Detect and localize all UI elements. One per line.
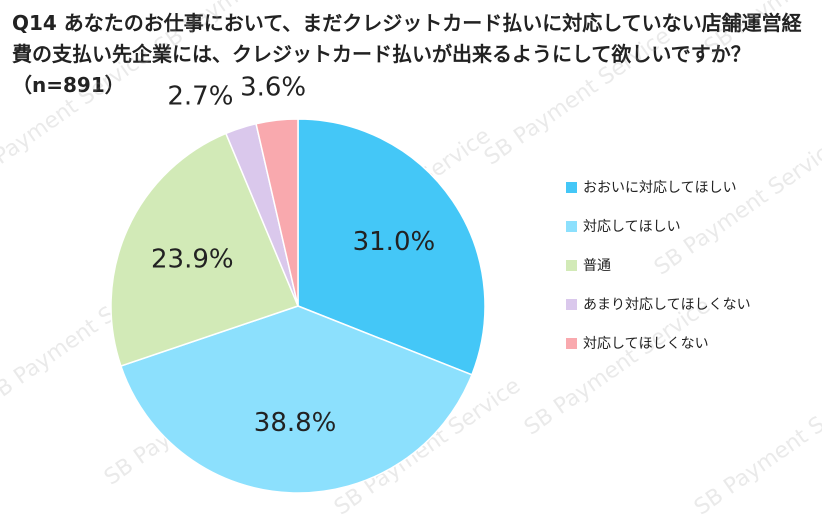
slice-value-label: 31.0%	[353, 227, 436, 257]
legend-swatch	[566, 298, 577, 310]
legend-item: 対応してほしくない	[566, 333, 751, 353]
legend-swatch	[566, 259, 577, 271]
legend-swatch	[566, 181, 577, 193]
chart-title: Q14 あなたのお仕事において、まだクレジットカード払いに対応していない店舗運営…	[12, 11, 802, 97]
legend-label: あまり対応してほしくない	[583, 297, 751, 313]
legend-item: あまり対応してほしくない	[566, 294, 751, 314]
legend-swatch	[566, 220, 577, 232]
legend-label: 対応してほしくない	[583, 336, 709, 352]
legend: おおいに対応してほしい 対応してほしい 普通あまり対応してほしくない 対応してほしくな…	[566, 177, 751, 372]
pie-slice	[297, 118, 486, 376]
legend-label: 対応してほしい	[583, 219, 681, 235]
legend-label: 普通	[583, 258, 611, 274]
pie-slice	[255, 118, 299, 307]
pie-slice	[110, 132, 300, 367]
legend-item: おおいに対応してほしい	[566, 177, 751, 197]
legend-swatch	[566, 337, 577, 349]
slice-value-label: 3.6%	[240, 72, 306, 102]
slice-value-label: 38.8%	[254, 408, 337, 438]
legend-item: 普通	[566, 255, 751, 275]
slice-value-label: 2.7%	[167, 82, 233, 112]
legend-item: 対応してほしい	[566, 216, 751, 236]
slice-value-label: 23.9%	[151, 244, 234, 274]
legend-label: おおいに対応してほしい	[583, 180, 737, 196]
pie-slice	[119, 305, 473, 494]
